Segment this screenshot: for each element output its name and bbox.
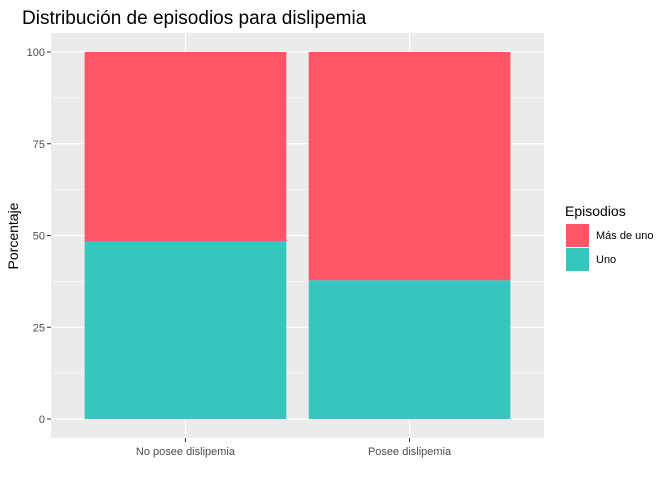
y-tick-label: 75 (33, 139, 45, 151)
y-axis: 0 25 50 75 100 (27, 47, 51, 426)
legend-title: Episodios (565, 203, 626, 219)
y-tick-label: 25 (33, 322, 45, 334)
bar-segment (84, 52, 287, 242)
bar-segment (84, 241, 287, 419)
y-tick-label: 50 (33, 231, 45, 243)
bars (84, 52, 511, 419)
y-tick-label: 0 (39, 414, 45, 426)
x-tick-label: Posee dislipemia (368, 446, 452, 458)
legend-label: Uno (596, 254, 616, 266)
x-tick-label: No posee dislipemia (136, 446, 236, 458)
chart-title: Distribución de episodios para dislipemi… (22, 8, 367, 29)
y-axis-title: Porcentaje (5, 202, 21, 269)
legend-swatch (566, 224, 589, 247)
y-tick-label: 100 (27, 47, 45, 59)
legend-swatch (566, 248, 589, 271)
bar-segment (308, 280, 511, 419)
legend: Episodios Más de uno Uno (565, 203, 653, 271)
legend-label: Más de uno (596, 230, 653, 242)
bar-segment (308, 52, 511, 281)
x-axis: No posee dislipemia Posee dislipemia (136, 438, 452, 458)
